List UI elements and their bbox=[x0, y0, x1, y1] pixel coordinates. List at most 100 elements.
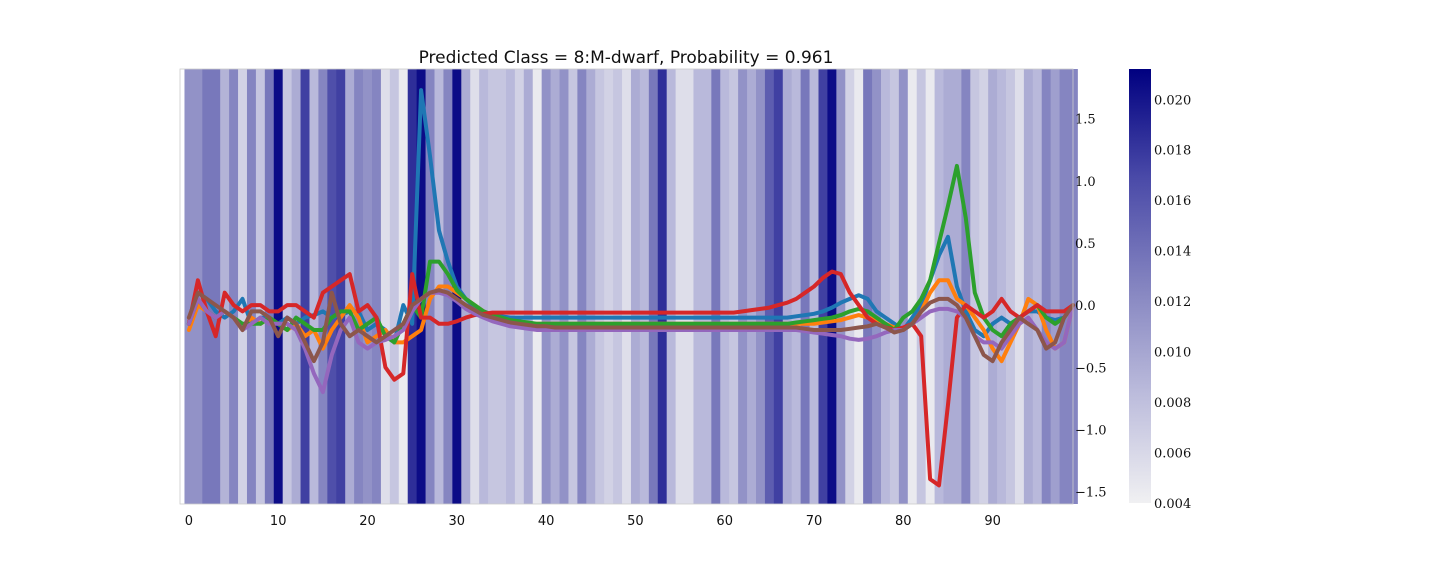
importance-stripe bbox=[184, 69, 194, 504]
colorbar-tick-label: 0.014 bbox=[1154, 245, 1191, 260]
importance-stripe bbox=[907, 69, 918, 504]
importance-stripe bbox=[264, 69, 275, 504]
series-lines bbox=[186, 88, 1075, 488]
importance-stripe bbox=[881, 69, 891, 504]
importance-stripe bbox=[729, 69, 739, 504]
importance-stripe bbox=[684, 69, 694, 504]
importance-stripe bbox=[461, 69, 471, 504]
y-tick-label: −1.0 bbox=[1075, 423, 1107, 438]
chart-title: Predicted Class = 8:M-dwarf, Probability… bbox=[419, 48, 834, 68]
importance-stripe bbox=[1006, 69, 1016, 504]
importance-stripe bbox=[505, 69, 516, 504]
importance-stripe bbox=[979, 69, 989, 504]
importance-stripe bbox=[514, 69, 525, 504]
x-tick-label: 30 bbox=[449, 514, 466, 529]
x-tick-label: 10 bbox=[270, 514, 287, 529]
importance-stripe bbox=[211, 69, 221, 504]
importance-stripe bbox=[425, 69, 435, 504]
colorbar-tick-label: 0.020 bbox=[1154, 93, 1191, 108]
importance-stripe bbox=[595, 69, 605, 504]
importance-stripe bbox=[282, 69, 293, 504]
y-tick-label: 0.0 bbox=[1075, 299, 1096, 314]
importance-stripe bbox=[943, 69, 953, 504]
x-tick-label: 90 bbox=[984, 514, 1001, 529]
importance-stripe bbox=[1050, 69, 1060, 504]
x-tick-label: 60 bbox=[716, 514, 733, 529]
importance-stripe bbox=[550, 69, 560, 504]
importance-stripe bbox=[738, 69, 748, 504]
colorbar-tick-label: 0.004 bbox=[1154, 497, 1191, 512]
importance-stripe bbox=[238, 69, 248, 504]
importance-stripe bbox=[229, 69, 239, 504]
importance-stripe bbox=[488, 69, 498, 504]
colorbar-tick-label: 0.018 bbox=[1154, 144, 1191, 159]
importance-stripe bbox=[255, 69, 266, 504]
importance-stripe bbox=[702, 69, 712, 504]
importance-stripe bbox=[398, 69, 409, 504]
colorbar bbox=[1129, 69, 1151, 503]
importance-stripe bbox=[1059, 69, 1069, 504]
importance-stripe bbox=[586, 69, 596, 504]
series-line-tab-brown bbox=[186, 288, 1075, 364]
importance-stripe bbox=[773, 69, 784, 504]
x-tick-label: 40 bbox=[538, 514, 555, 529]
importance-stripe bbox=[559, 69, 569, 504]
x-tick-label: 0 bbox=[185, 514, 193, 529]
x-axis-ticks: 0 10 20 30 40 50 60 70 80 90 bbox=[185, 514, 1001, 529]
importance-stripe bbox=[1032, 69, 1043, 504]
importance-stripe bbox=[220, 69, 230, 504]
importance-stripe bbox=[872, 69, 882, 504]
importance-stripe bbox=[836, 69, 846, 504]
colorbar-tick-label: 0.010 bbox=[1154, 346, 1191, 361]
importance-stripe bbox=[363, 69, 373, 504]
series-line-tab-purple bbox=[186, 290, 1075, 395]
importance-stripe bbox=[1014, 69, 1025, 504]
importance-stripe bbox=[711, 69, 721, 504]
importance-stripe bbox=[961, 69, 971, 504]
importance-stripe bbox=[613, 69, 623, 504]
importance-stripe bbox=[345, 69, 355, 504]
importance-stripe bbox=[380, 69, 391, 504]
importance-stripe bbox=[666, 69, 677, 504]
importance-stripe bbox=[648, 69, 659, 504]
importance-stripe bbox=[854, 69, 864, 504]
colorbar-tick-label: 0.006 bbox=[1154, 447, 1191, 462]
x-tick-label: 80 bbox=[895, 514, 912, 529]
importance-stripe bbox=[898, 69, 909, 504]
importance-stripe bbox=[577, 69, 587, 504]
importance-stripe bbox=[300, 69, 310, 504]
importance-stripe bbox=[523, 69, 534, 504]
colorbar-tick-label: 0.008 bbox=[1154, 396, 1191, 411]
importance-stripe bbox=[747, 69, 757, 504]
importance-stripe bbox=[997, 69, 1007, 504]
colorbar-tick-label: 0.016 bbox=[1154, 194, 1191, 209]
importance-stripe bbox=[497, 69, 507, 504]
importance-stripe bbox=[800, 69, 810, 504]
importance-stripe bbox=[246, 69, 257, 504]
y-tick-label: −1.5 bbox=[1075, 486, 1107, 501]
importance-stripe bbox=[372, 69, 382, 504]
importance-stripe bbox=[827, 69, 837, 504]
y-tick-label: 1.0 bbox=[1075, 175, 1096, 190]
importance-stripe bbox=[988, 69, 998, 504]
importance-stripe bbox=[1041, 69, 1052, 504]
colorbar-ticks: 0.020 0.018 0.016 0.014 0.012 0.010 0.008 0.006… bbox=[1154, 93, 1191, 512]
importance-stripe bbox=[1023, 69, 1034, 504]
importance-stripe bbox=[845, 69, 855, 504]
importance-stripe bbox=[336, 69, 346, 504]
importance-stripe bbox=[309, 69, 319, 504]
importance-stripe bbox=[541, 69, 551, 504]
x-tick-label: 20 bbox=[359, 514, 376, 529]
importance-stripe bbox=[818, 69, 828, 504]
importance-stripe bbox=[863, 69, 873, 504]
y-tick-label: 1.5 bbox=[1075, 113, 1096, 128]
importance-stripe bbox=[934, 69, 944, 504]
importance-stripe bbox=[273, 69, 284, 504]
colorbar-tick-label: 0.012 bbox=[1154, 295, 1191, 310]
importance-stripe bbox=[764, 69, 775, 504]
importance-stripe bbox=[925, 69, 935, 504]
importance-stripe bbox=[389, 69, 400, 504]
importance-stripe bbox=[604, 69, 614, 504]
importance-stripe bbox=[755, 69, 766, 504]
